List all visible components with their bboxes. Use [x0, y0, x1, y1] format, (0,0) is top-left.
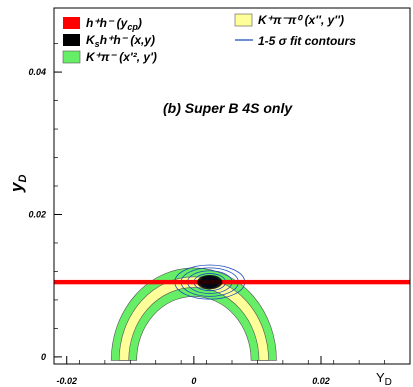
- legend-label: K⁺π⁻π⁰ (x'', y''): [258, 13, 344, 27]
- x-tick-label: 0.02: [312, 376, 330, 386]
- legend-entry: K⁺π⁻ (x'², y'): [62, 50, 157, 64]
- legend-sub: cp: [127, 22, 138, 32]
- legend-swatch: [234, 13, 253, 27]
- hh-band: [54, 279, 410, 285]
- data-layer: [54, 264, 410, 361]
- x-tick-label: -0.02: [56, 376, 77, 386]
- legend: h⁺h⁻ (ycp)Ksh⁺h⁻ (x,y)K⁺π⁻ (x'², y')K⁺π⁻…: [62, 13, 356, 64]
- kshh-ellipse: [197, 275, 223, 290]
- legend-label: Ksh⁺h⁻ (x,y): [86, 33, 155, 49]
- legend-label: K⁺π⁻ (x'², y'): [86, 50, 157, 64]
- legend-entry: 1-5 σ fit contours: [235, 34, 356, 48]
- legend-sub: s: [95, 39, 100, 49]
- legend-swatch: [63, 34, 80, 46]
- legend-swatch: [63, 17, 80, 29]
- y-tick-label: 0.02: [28, 209, 46, 219]
- legend-label: 1-5 σ fit contours: [258, 34, 356, 48]
- legend-entry: K⁺π⁻π⁰ (x'', y''): [234, 13, 344, 27]
- chart-title: (b) Super B 4S only: [163, 100, 293, 116]
- kpipi0-band: [118, 276, 269, 361]
- x-axis-title-sub: D: [385, 377, 392, 387]
- x-tick-label: 0: [191, 376, 196, 386]
- y-axis-title-sub: D: [17, 175, 29, 183]
- legend-rest: h⁺h⁻ (x,y): [100, 33, 155, 47]
- y-tick-label: 0.04: [28, 67, 46, 77]
- legend-rest: ): [136, 16, 142, 30]
- y-tick-label: 0: [41, 352, 46, 362]
- legend-swatch: [62, 50, 81, 64]
- axis-ticks: -0.02 0 0.02 0 0.02 0.04: [28, 43, 411, 386]
- legend-entry: Ksh⁺h⁻ (x,y): [63, 33, 155, 49]
